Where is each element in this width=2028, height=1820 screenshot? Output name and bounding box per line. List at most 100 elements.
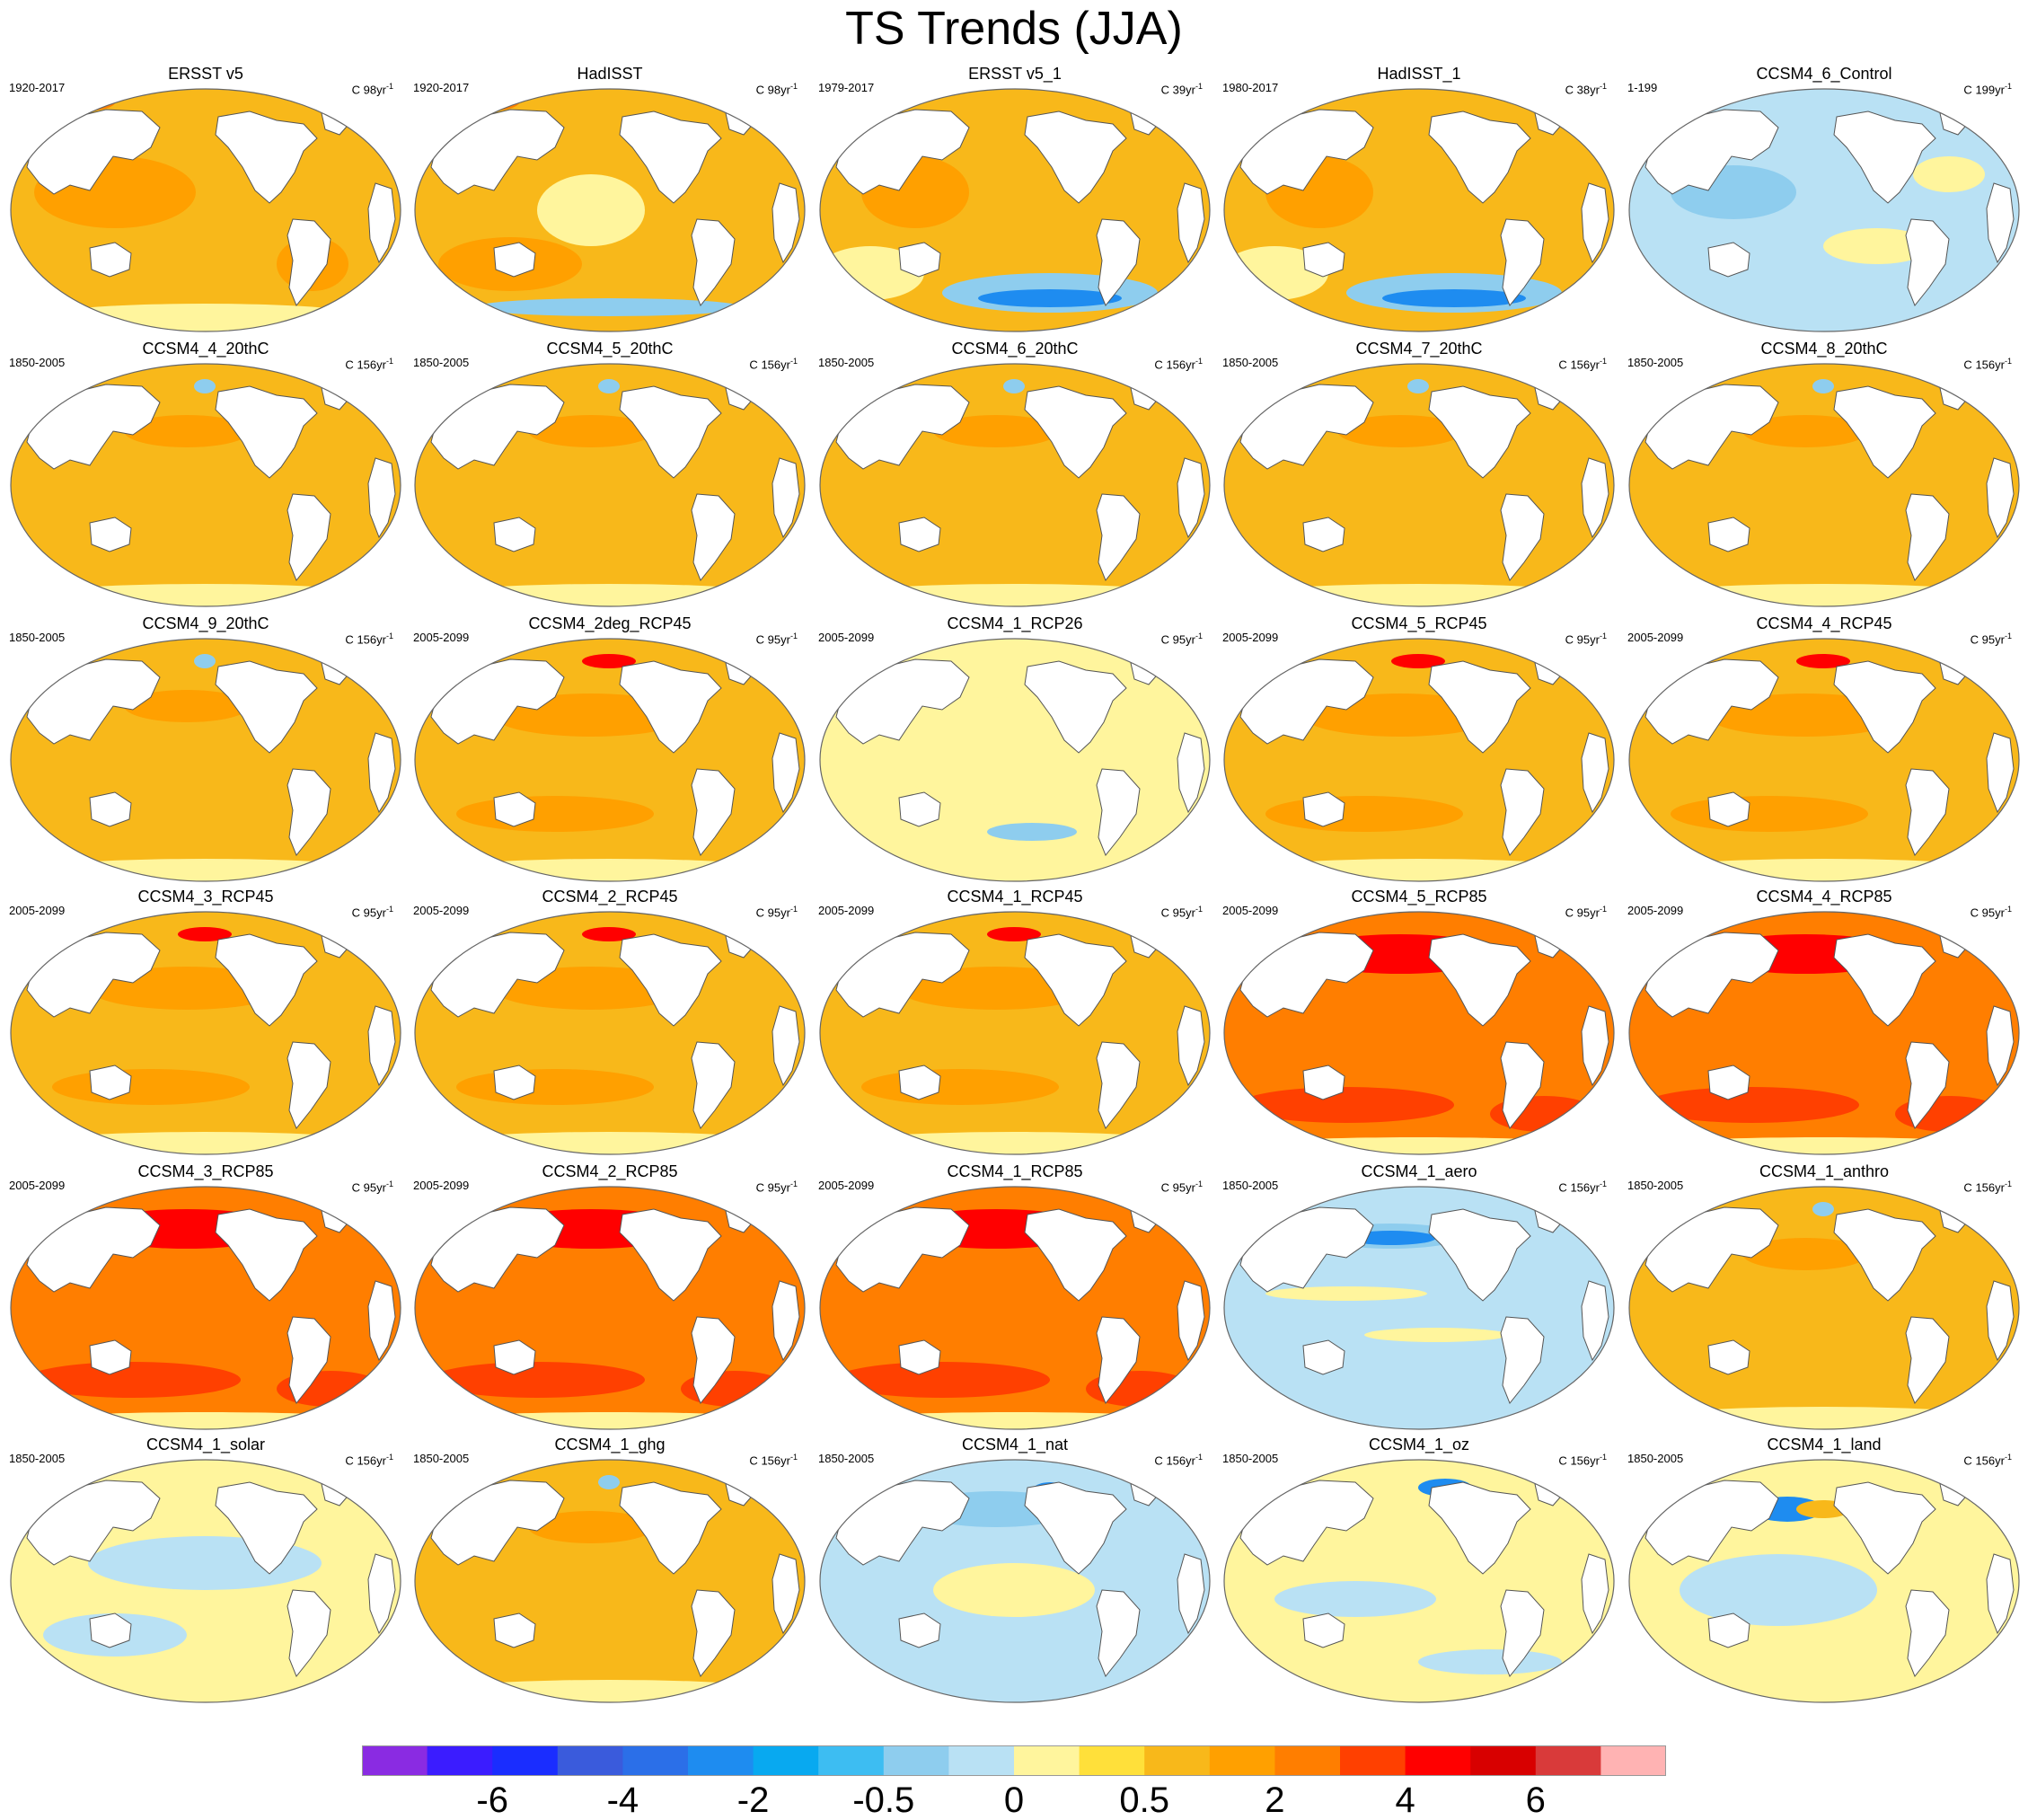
panel-unit-prefix: C xyxy=(1154,358,1163,372)
anomaly-region xyxy=(1796,654,1850,668)
panel-unit-suffix: yr xyxy=(1186,1453,1195,1468)
panel-title: CCSM4_1_solar xyxy=(145,1436,266,1453)
map-border xyxy=(414,911,806,1155)
panel-unit-value: 95 xyxy=(1576,906,1591,920)
panel-years: 1850-2005 xyxy=(9,356,66,369)
anomaly-region xyxy=(25,1362,241,1398)
colorbar xyxy=(362,1745,1666,1776)
land-mass xyxy=(772,1005,800,1087)
panel-unit-prefix: C xyxy=(345,632,354,647)
panel-unit-suffix: yr xyxy=(376,1453,386,1468)
panel-unit-exponent: -1 xyxy=(1195,1179,1203,1188)
colorbar-tick-label: 2 xyxy=(1265,1780,1285,1820)
land-mass xyxy=(1177,732,1205,814)
map-border xyxy=(819,1459,1211,1703)
map-border xyxy=(414,88,806,332)
anomaly-region xyxy=(1812,1202,1834,1216)
land-mass xyxy=(1500,493,1545,581)
panel-unit-suffix: yr xyxy=(1186,632,1195,647)
anomaly-region xyxy=(1382,289,1526,307)
land-mass xyxy=(1644,932,1779,1018)
land-mass xyxy=(835,658,970,745)
panel-units: C 98yr-1 xyxy=(352,79,393,97)
colorbar-swatch xyxy=(1209,1745,1275,1776)
panel-years: 1850-2005 xyxy=(413,356,470,369)
map-border xyxy=(1223,1459,1615,1703)
panel-unit-exponent: -1 xyxy=(789,1179,798,1188)
map-border xyxy=(10,1186,401,1430)
anomaly-region xyxy=(456,796,654,832)
panel-unit-suffix: yr xyxy=(376,1180,386,1195)
land-mass xyxy=(1302,791,1345,827)
map xyxy=(819,363,1211,607)
land-mass xyxy=(1905,493,1950,581)
anomaly-region xyxy=(25,304,384,331)
colorbar-swatch xyxy=(1600,1745,1666,1776)
anomaly-region xyxy=(1407,379,1429,393)
panel-unit-value: 156 xyxy=(1570,358,1591,372)
land-mass xyxy=(215,933,318,1027)
map-border xyxy=(1628,88,2020,332)
panel-unit-value: 156 xyxy=(761,358,781,372)
colorbar-tick-label: -0.5 xyxy=(852,1780,915,1820)
panel-unit-value: 156 xyxy=(1975,1453,1996,1468)
anomaly-region xyxy=(429,1362,645,1398)
land-mass xyxy=(89,1612,132,1648)
anomaly-region xyxy=(834,1412,1194,1429)
panel-unit-prefix: C xyxy=(749,1453,758,1468)
land-mass xyxy=(1239,109,1374,195)
land-mass xyxy=(691,768,736,856)
anomaly-region xyxy=(1742,1238,1868,1270)
map xyxy=(414,911,806,1155)
map xyxy=(819,911,1211,1155)
land-mass xyxy=(1905,768,1950,856)
panel-unit-suffix: yr xyxy=(1995,632,2005,647)
map-panel: ERSST v5 1920-2017 C 98yr-1 xyxy=(7,65,404,334)
land-mass xyxy=(1833,1208,1936,1302)
anomaly-region xyxy=(1644,859,2003,881)
panel-years: 1850-2005 xyxy=(9,1452,66,1465)
panel-title: ERSST v5_1 xyxy=(968,65,1062,83)
map xyxy=(1628,638,2020,882)
land-mass xyxy=(1096,1589,1141,1677)
land-mass xyxy=(367,1005,396,1087)
panel-unit-exponent: -1 xyxy=(2004,1179,2012,1188)
land-mass xyxy=(691,1316,736,1404)
panel-unit-prefix: C xyxy=(1160,1180,1170,1195)
panel-unit-value: 156 xyxy=(357,632,377,647)
panel-unit-value: 156 xyxy=(1166,358,1186,372)
panel-unit-suffix: yr xyxy=(1995,358,2005,372)
panel-units: C 95yr-1 xyxy=(352,1177,393,1195)
map-border xyxy=(819,638,1211,882)
colorbar-tick-label: -4 xyxy=(606,1780,639,1820)
panel-title: CCSM4_5_RCP85 xyxy=(1351,888,1487,906)
land-mass xyxy=(691,1041,736,1129)
colorbar-swatch xyxy=(688,1745,754,1776)
anomaly-region xyxy=(528,1511,654,1543)
land-mass xyxy=(1500,1589,1545,1677)
land-mass xyxy=(898,517,941,552)
map-panel: CCSM4_4_RCP45 2005-2099 C 95yr-1 xyxy=(1626,614,2023,884)
land-mass xyxy=(898,1612,941,1648)
colorbar-swatch xyxy=(427,1745,493,1776)
colorbar-swatch xyxy=(1079,1745,1145,1776)
panel-title: CCSM4_2_RCP45 xyxy=(542,888,678,906)
anomaly-region xyxy=(1337,415,1463,447)
map-border xyxy=(819,88,1211,332)
map xyxy=(10,638,401,882)
panel-unit-exponent: -1 xyxy=(385,357,393,366)
panel-unit-exponent: -1 xyxy=(2004,82,2012,91)
anomaly-region xyxy=(598,379,620,393)
panel-units: C 156yr-1 xyxy=(1154,354,1203,372)
panel-unit-exponent: -1 xyxy=(385,82,393,91)
map xyxy=(414,1186,806,1430)
land-mass xyxy=(898,242,941,278)
panel-units: C 156yr-1 xyxy=(1963,354,2012,372)
land-mass xyxy=(1707,242,1750,278)
panel-title: CCSM4_1_anthro xyxy=(1759,1162,1890,1180)
panel-unit-exponent: -1 xyxy=(1599,632,1607,641)
panel-unit-suffix: yr xyxy=(1995,1180,2005,1195)
land-mass xyxy=(493,1065,536,1100)
panel-title: CCSM4_4_20thC xyxy=(142,340,269,358)
anomaly-region xyxy=(582,927,636,941)
